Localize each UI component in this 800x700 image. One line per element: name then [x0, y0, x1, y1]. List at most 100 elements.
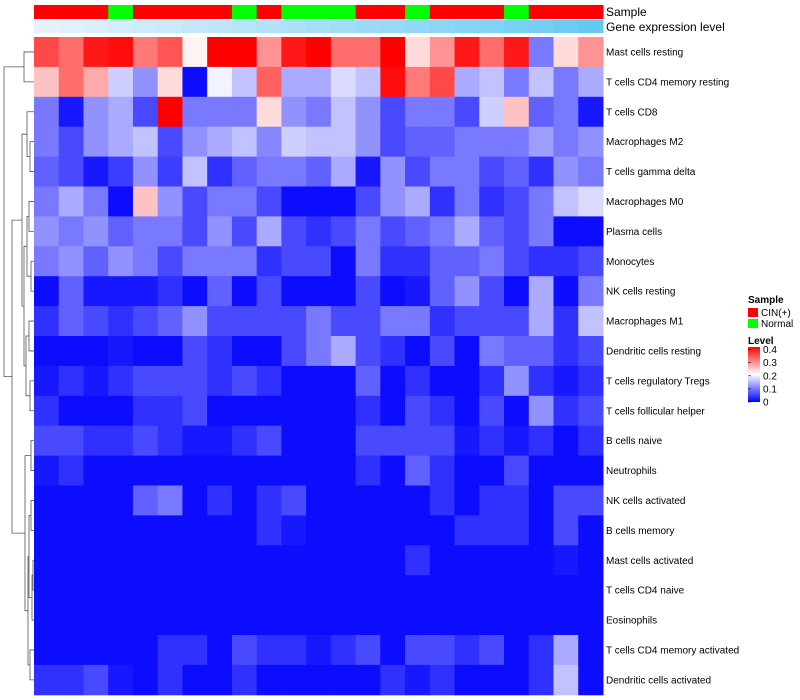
heatmap-cell — [504, 515, 530, 546]
heatmap-cell — [83, 246, 109, 277]
heatmap-cell — [355, 246, 381, 277]
expression-cell — [58, 20, 84, 33]
heatmap-cell — [454, 246, 480, 277]
heatmap-cell — [306, 485, 332, 516]
heatmap-cell — [578, 276, 604, 307]
heatmap-cell — [380, 635, 406, 666]
level-tick-label: 0.4 — [763, 345, 777, 356]
expression-cell — [479, 20, 505, 33]
heatmap-cell — [256, 635, 282, 666]
heatmap-cell — [256, 126, 282, 158]
heatmap-cell — [528, 515, 555, 546]
heatmap-cell — [528, 66, 555, 98]
heatmap-cell — [405, 605, 431, 636]
heatmap-cell — [306, 126, 332, 158]
heatmap-cell — [405, 545, 431, 576]
heatmap-cell — [528, 96, 555, 128]
heatmap-cell — [256, 605, 282, 636]
heatmap-cell — [132, 66, 159, 98]
heatmap-cell — [405, 186, 431, 217]
heatmap-cell — [553, 276, 579, 307]
heatmap-cell — [157, 515, 183, 546]
heatmap-cell — [405, 276, 431, 307]
heatmap-cell — [58, 635, 84, 666]
heatmap-cell — [157, 66, 183, 98]
heatmap-cell — [578, 126, 604, 158]
sample-cell — [380, 5, 406, 19]
heatmap-cell — [182, 306, 208, 337]
heatmap-cell — [504, 575, 530, 606]
heatmap-cell — [405, 664, 431, 696]
dendrogram-branch — [23, 51, 34, 83]
heatmap-cell — [528, 365, 555, 397]
heatmap-cell — [58, 575, 84, 606]
heatmap-cell — [157, 365, 183, 397]
heatmap-cell — [182, 635, 208, 666]
heatmap-cell — [355, 395, 381, 427]
heatmap-cell — [528, 425, 555, 457]
heatmap-cell — [306, 37, 332, 68]
heatmap-cell — [108, 605, 134, 636]
heatmap-cell — [553, 664, 579, 696]
heatmap-cell — [157, 664, 183, 696]
heatmap-cell — [83, 575, 109, 606]
heatmap-cell — [405, 515, 431, 546]
sample-cell — [528, 5, 555, 19]
expression-cell — [207, 20, 233, 33]
heatmap-cell — [83, 156, 109, 187]
heatmap-cell — [380, 66, 406, 98]
heatmap-cell — [355, 605, 381, 636]
heatmap-cell — [380, 156, 406, 187]
heatmap-cell — [479, 605, 505, 636]
heatmap-cell — [504, 66, 530, 98]
heatmap-cell — [479, 96, 505, 128]
heatmap-cell — [528, 336, 555, 367]
heatmap-cell — [330, 485, 357, 516]
heatmap-cell — [132, 156, 159, 187]
sample-cell — [108, 5, 134, 19]
heatmap-cell — [330, 126, 357, 158]
heatmap-cell — [553, 96, 579, 128]
heatmap-cell — [182, 545, 208, 576]
heatmap-cell — [256, 425, 282, 457]
heatmap-cell — [281, 216, 307, 247]
heatmap-cell — [405, 156, 431, 187]
heatmap-cell — [108, 216, 134, 247]
heatmap-cell — [429, 306, 456, 337]
heatmap-cell — [182, 96, 208, 128]
heatmap-cell — [58, 664, 84, 696]
heatmap-cell — [157, 216, 183, 247]
heatmap-cell — [58, 365, 84, 397]
heatmap-cell — [182, 395, 208, 427]
heatmap-cell — [58, 605, 84, 636]
heatmap-cell — [504, 336, 530, 367]
heatmap-cell — [83, 515, 109, 546]
heatmap-cell — [207, 575, 233, 606]
heatmap-cell — [553, 455, 579, 486]
heatmap-cell — [578, 664, 604, 696]
heatmap-cell — [306, 515, 332, 546]
row-label: Mast cells activated — [606, 556, 693, 567]
heatmap-cell — [528, 635, 555, 666]
legend-sample-title: Sample — [748, 295, 784, 306]
heatmap-cell — [454, 336, 480, 367]
heatmap-cell — [256, 216, 282, 247]
expression-cell — [429, 20, 456, 33]
gene-expression-annotation-track — [34, 20, 604, 33]
expression-cell — [231, 20, 258, 33]
sample-cell — [34, 5, 60, 19]
heatmap-cell — [330, 246, 357, 277]
heatmap-cell — [108, 156, 134, 187]
heatmap-cell — [256, 395, 282, 427]
heatmap-cell — [157, 575, 183, 606]
heatmap-cell — [157, 186, 183, 217]
row-label: T cells CD4 memory activated — [606, 645, 739, 656]
heatmap-cell — [454, 306, 480, 337]
heatmap-cell — [504, 395, 530, 427]
heatmap-cell — [504, 216, 530, 247]
heatmap-cell — [578, 336, 604, 367]
heatmap-cell — [231, 605, 258, 636]
heatmap-cell — [578, 365, 604, 397]
heatmap-cell — [429, 66, 456, 98]
heatmap-cell — [231, 96, 258, 128]
